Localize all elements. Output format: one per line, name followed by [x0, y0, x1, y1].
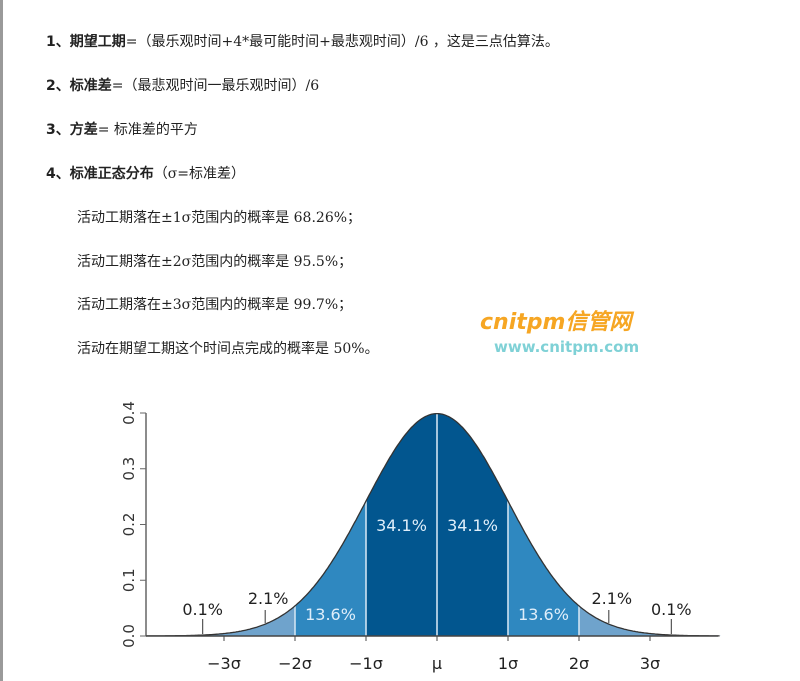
watermark-url: www.cnitpm.com — [494, 338, 640, 356]
x-tick-label: μ — [432, 654, 442, 673]
formula-number: 2、 — [46, 78, 70, 94]
fact-50pct: 活动在期望工期这个时间点完成的概率是 50%。 — [77, 341, 379, 357]
formula-term: 标准正态分布 — [69, 166, 154, 182]
formula-number: 4、 — [46, 166, 70, 182]
region-label: 13.6% — [305, 605, 356, 624]
page-border — [0, 0, 3, 681]
y-tick-label: 0.0 — [120, 624, 138, 648]
region-area — [579, 605, 650, 636]
formula-normal-dist: 4、标准正态分布（σ=标准差） — [46, 163, 245, 183]
x-tick-label: 2σ — [569, 654, 589, 673]
x-tick-label: −1σ — [349, 654, 383, 673]
watermark-logo: cnitpm信管网 — [480, 310, 632, 335]
formula-number: 3、 — [46, 122, 70, 138]
region-label: 34.1% — [447, 516, 498, 535]
region-label: 2.1% — [591, 589, 632, 608]
region-area — [224, 605, 295, 636]
region-label: 2.1% — [248, 589, 289, 608]
fact-2sigma: 活动工期落在±2σ范围内的概率是 95.5%； — [77, 254, 353, 270]
formula-text: =（最乐观时间+4*最可能时间+最悲观时间）/6 ，这是三点估算法。 — [125, 34, 559, 50]
region-label: 13.6% — [518, 605, 569, 624]
density-curve — [145, 412, 720, 637]
formula-std-dev: 2、标准差=（最悲观时间一最乐观时间）/6 — [46, 75, 319, 95]
formula-number: 1、 — [46, 34, 70, 50]
y-tick-label: 0.4 — [120, 401, 138, 425]
y-tick-label: 0.2 — [120, 513, 138, 537]
x-tick-label: 3σ — [640, 654, 660, 673]
formula-term: 标准差 — [69, 78, 112, 94]
formula-term: 期望工期 — [69, 34, 126, 50]
tail-label: 0.1% — [182, 600, 223, 619]
normal-distribution-chart: 0.0 0.1 0.2 0.3 0.4 −3σ −2σ −1σ μ 1σ 2σ 3σ 34.1% 34.1… — [120, 401, 721, 673]
y-tick-label: 0.1 — [120, 568, 138, 592]
formula-text: = 标准差的平方 — [97, 122, 198, 138]
formula-text: =（最悲观时间一最乐观时间）/6 — [111, 78, 320, 94]
formula-term: 方差 — [69, 122, 98, 138]
fact-1sigma: 活动工期落在±1σ范围内的概率是 68.26%； — [77, 210, 362, 226]
formula-text: （σ=标准差） — [153, 166, 246, 182]
fact-3sigma: 活动工期落在±3σ范围内的概率是 99.7%； — [77, 297, 353, 313]
formula-expected-duration: 1、期望工期=（最乐观时间+4*最可能时间+最悲观时间）/6 ，这是三点估算法。 — [46, 31, 559, 51]
x-tick-label: −2σ — [278, 654, 312, 673]
y-tick-label: 0.3 — [120, 457, 138, 481]
x-tick-label: −3σ — [207, 654, 241, 673]
x-tick-label: 1σ — [498, 654, 518, 673]
region-label: 34.1% — [376, 516, 427, 535]
tail-label: 0.1% — [651, 600, 692, 619]
formula-variance: 3、方差= 标准差的平方 — [46, 119, 198, 139]
